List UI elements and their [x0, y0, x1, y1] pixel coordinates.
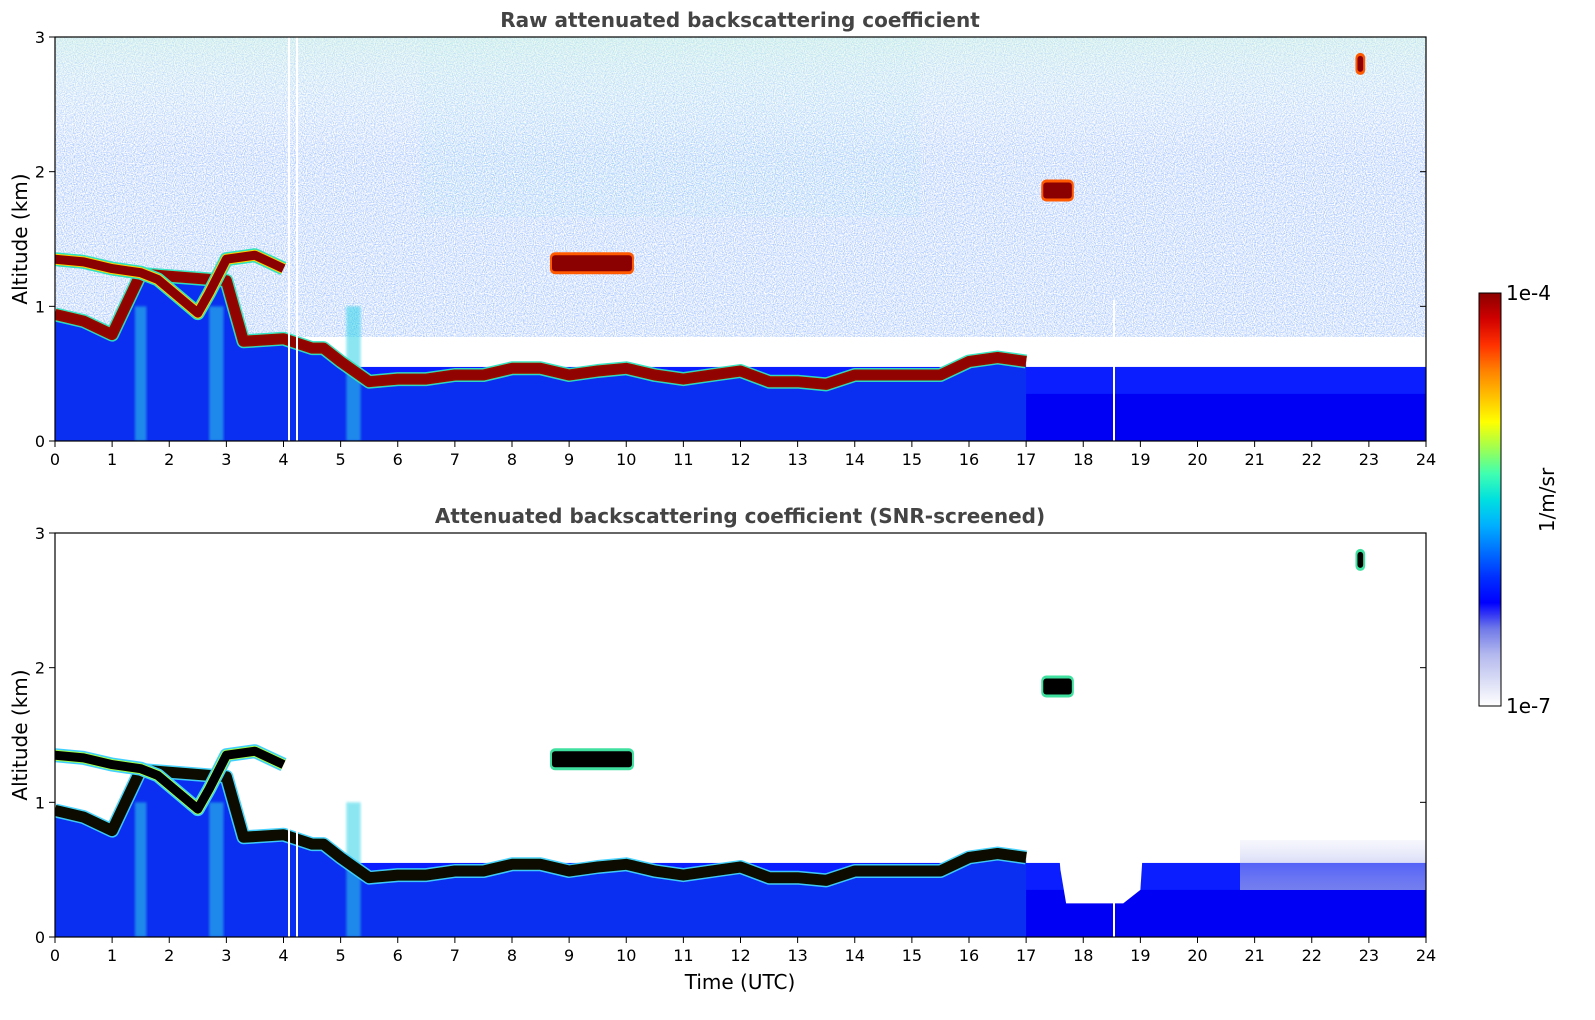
- x-tick-label: 21: [1244, 450, 1264, 469]
- x-tick-label: 5: [336, 946, 346, 965]
- colorbar-min-label: 1e-7: [1506, 694, 1551, 718]
- x-tick-label: 11: [673, 946, 693, 965]
- x-tick-label: 13: [787, 946, 807, 965]
- axes-screened: 0 1 2 3 4 5 6 7 8 9 10 11 12 13 14 15 16 17 18 19 20 21 22 23 24…: [35, 524, 1436, 965]
- x-tick-label: 24: [1416, 450, 1436, 469]
- ylabel-raw: Altitude (km): [8, 173, 32, 304]
- x-tick-label: 15: [902, 946, 922, 965]
- elevated-layer: [1043, 182, 1072, 199]
- colorbar: 1e-4 1e-7 1/m/sr: [1478, 281, 1559, 718]
- x-tick-label: 8: [507, 450, 517, 469]
- x-tick-label: 9: [564, 450, 574, 469]
- x-tick-label: 16: [959, 946, 979, 965]
- y-tick-label: 0: [35, 928, 45, 947]
- x-tick-label: 10: [616, 946, 636, 965]
- x-tick-label: 2: [164, 946, 174, 965]
- xlabel-time: Time (UTC): [684, 970, 796, 994]
- x-tick-label: 6: [393, 946, 403, 965]
- x-tick-label: 7: [450, 946, 460, 965]
- x-tick-label: 11: [673, 450, 693, 469]
- plume: [134, 802, 147, 937]
- screened-gap: [1054, 802, 1147, 904]
- x-tick-label: 9: [564, 946, 574, 965]
- x-tick-label: 16: [959, 450, 979, 469]
- x-tick-label: 15: [902, 450, 922, 469]
- elevated-layer: [551, 751, 632, 768]
- x-tick-label: 18: [1073, 450, 1093, 469]
- x-tick-label: 13: [787, 450, 807, 469]
- layer-edge: [55, 764, 1027, 886]
- x-tick-label: 8: [507, 946, 517, 965]
- y-tick-label: 1: [35, 297, 45, 316]
- x-tick-label: 17: [1016, 946, 1036, 965]
- x-tick-label: 21: [1244, 946, 1264, 965]
- morning-cloud-arc: [55, 250, 286, 318]
- elevated-layers-raw: [549, 52, 1366, 275]
- x-tick-label: 1: [107, 946, 117, 965]
- elevated-layer: [1043, 678, 1072, 695]
- title-raw: Raw attenuated backscattering coefficien…: [500, 8, 980, 32]
- x-tick-label: 0: [50, 450, 60, 469]
- plume: [209, 802, 224, 937]
- ylabel-screened: Altitude (km): [8, 669, 32, 800]
- x-tick-label: 4: [278, 946, 288, 965]
- x-tick-label: 20: [1187, 946, 1207, 965]
- x-tick-label: 3: [221, 450, 231, 469]
- elevated-layer: [551, 255, 632, 272]
- x-tick-label: 3: [221, 946, 231, 965]
- heatmap-screened: [55, 533, 1426, 937]
- colorbar-unit-label: 1/m/sr: [1535, 467, 1559, 532]
- morning-cloud-arc: [55, 746, 286, 814]
- plume: [209, 306, 224, 441]
- x-tick-label: 22: [1302, 450, 1322, 469]
- layer-edge: [55, 268, 1027, 390]
- x-tick-label: 22: [1302, 946, 1322, 965]
- x-tick-label: 24: [1416, 946, 1436, 965]
- x-tick-label: 23: [1359, 450, 1379, 469]
- x-tick-label: 19: [1130, 450, 1150, 469]
- x-tick-label: 14: [845, 946, 865, 965]
- aerosol-right: [1026, 393, 1426, 441]
- y-tick-label: 3: [35, 524, 45, 543]
- x-tick-label: 14: [845, 450, 865, 469]
- x-tick-label: 0: [50, 946, 60, 965]
- x-tick-label: 7: [450, 450, 460, 469]
- panel-raw: Raw attenuated backscattering coefficien…: [8, 8, 1436, 469]
- x-tick-label: 2: [164, 450, 174, 469]
- x-tick-label: 12: [730, 450, 750, 469]
- y-tick-label: 3: [35, 28, 45, 47]
- x-tick-label: 5: [336, 450, 346, 469]
- axes-raw: 0 1 2 3 4 5 6 7 8 9 10 11 12 13 14 15 16 17 18 19 20 21 22 23 24…: [35, 28, 1436, 469]
- x-tick-label: 18: [1073, 946, 1093, 965]
- y-tick-label: 2: [35, 163, 45, 182]
- faded-aerosol-screened: [1240, 840, 1426, 890]
- x-tick-label: 20: [1187, 450, 1207, 469]
- x-tick-label: 6: [393, 450, 403, 469]
- x-tick-label: 23: [1359, 946, 1379, 965]
- panel-screened: Attenuated backscattering coefficient (S…: [8, 504, 1436, 994]
- elevated-layers-screened: [549, 548, 1366, 771]
- elevated-layer: [1357, 551, 1364, 568]
- elevated-layer: [1357, 55, 1364, 72]
- heatmap-raw: [55, 37, 1426, 441]
- x-tick-label: 4: [278, 450, 288, 469]
- x-tick-label: 1: [107, 450, 117, 469]
- x-tick-label: 19: [1130, 946, 1150, 965]
- colorbar-max-label: 1e-4: [1506, 281, 1551, 305]
- y-tick-label: 2: [35, 659, 45, 678]
- y-tick-label: 0: [35, 432, 45, 451]
- x-tick-label: 10: [616, 450, 636, 469]
- title-screened: Attenuated backscattering coefficient (S…: [435, 504, 1045, 528]
- plume: [134, 306, 147, 441]
- y-tick-label: 1: [35, 793, 45, 812]
- x-tick-label: 12: [730, 946, 750, 965]
- colorbar-scale: [1478, 292, 1502, 707]
- x-tick-label: 17: [1016, 450, 1036, 469]
